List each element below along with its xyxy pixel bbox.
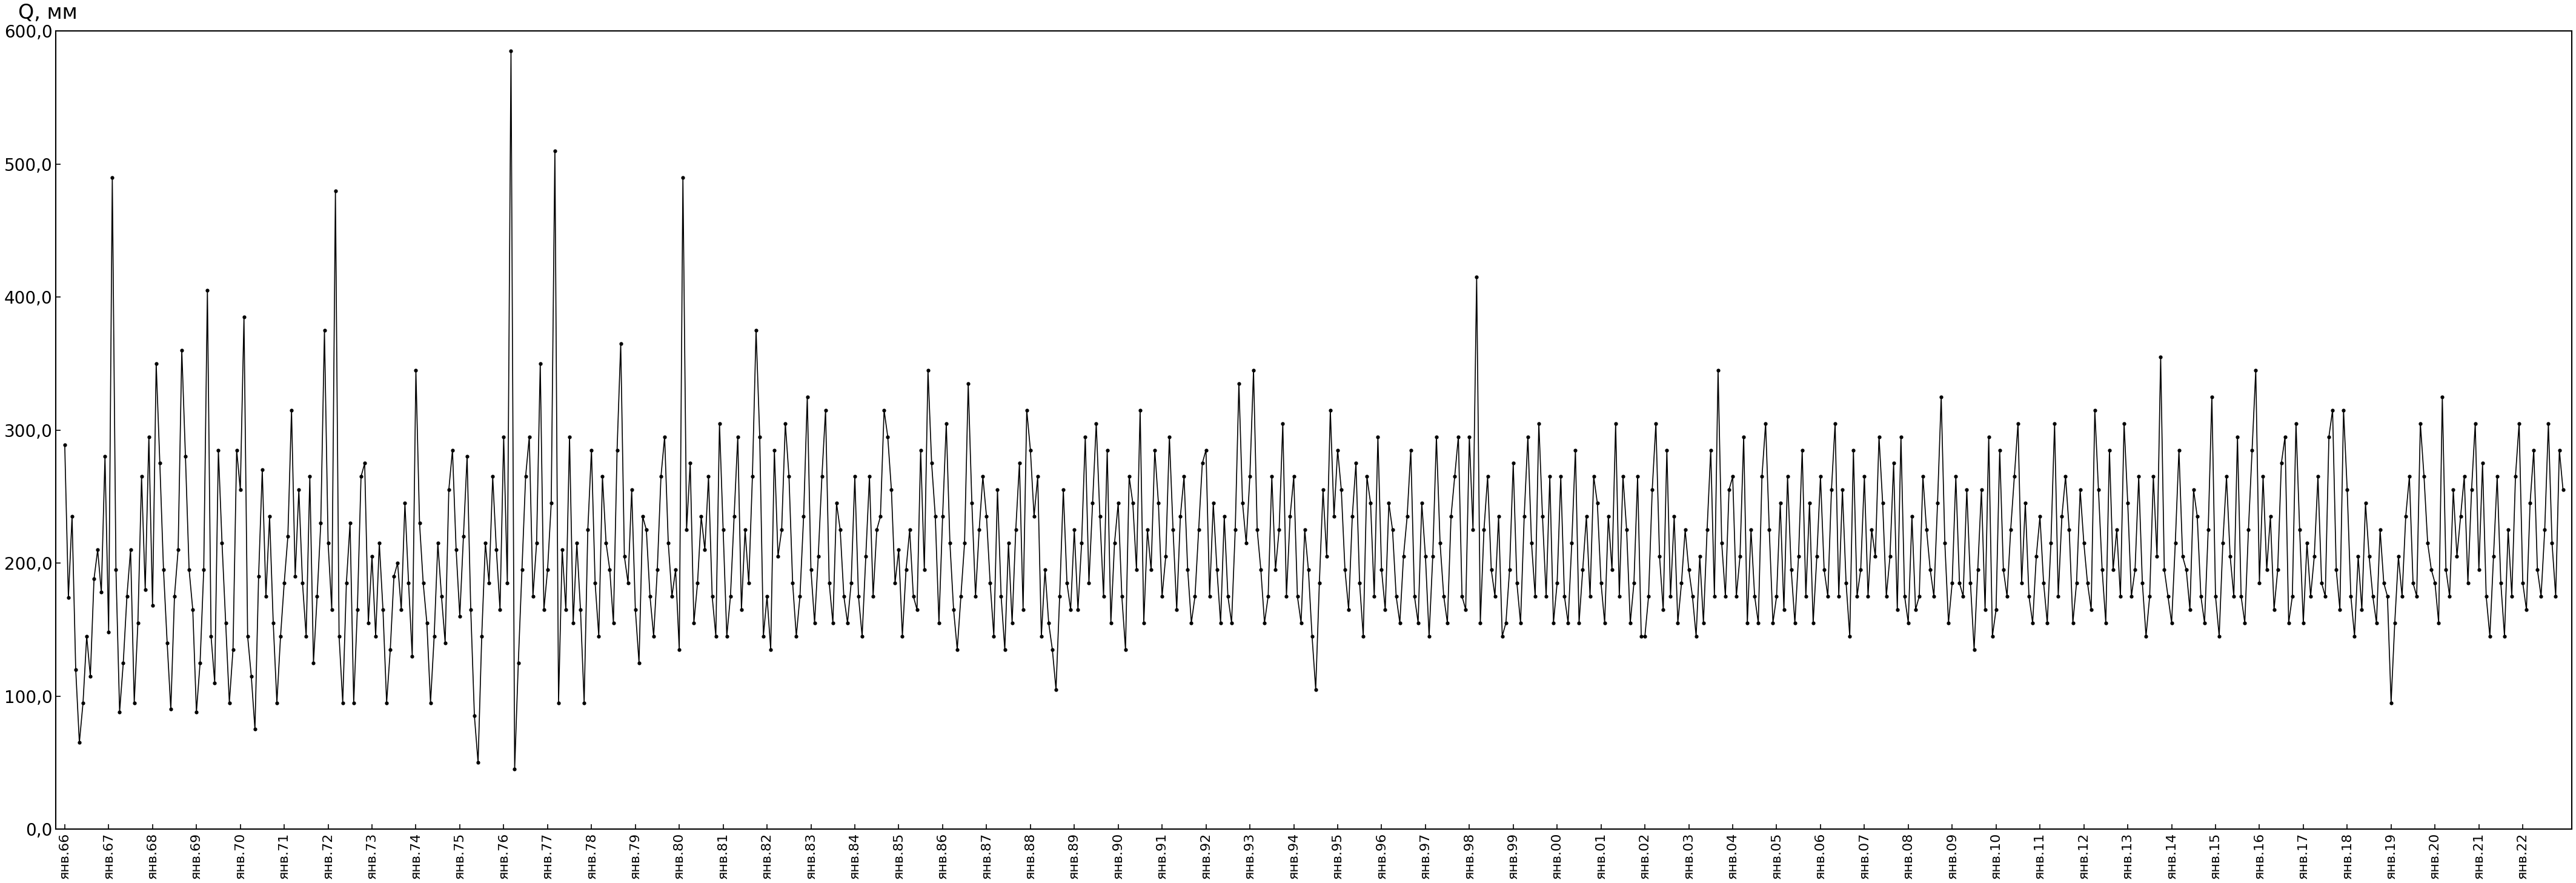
Text: Q, мм: Q, мм bbox=[18, 3, 77, 23]
